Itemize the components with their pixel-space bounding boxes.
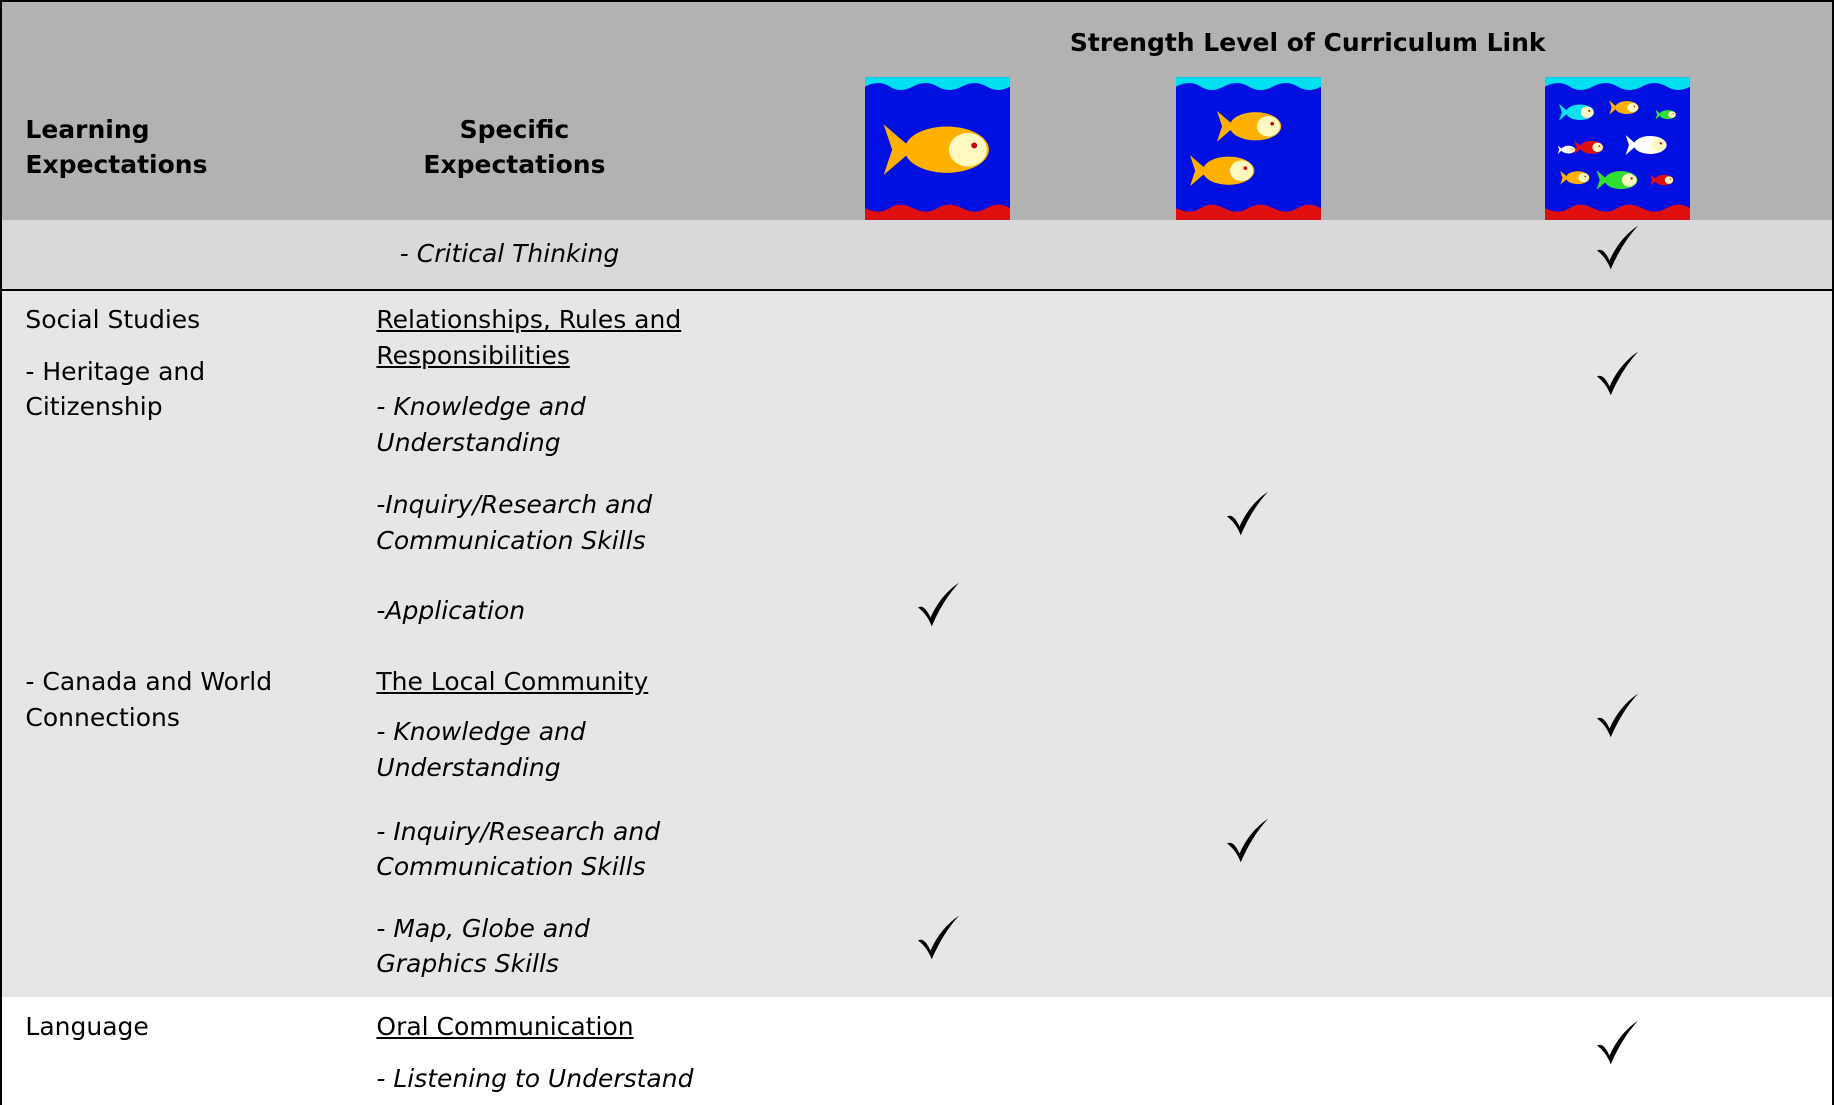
- check-mark: [1596, 225, 1638, 269]
- specific-expectation: - Knowledge and: [376, 717, 586, 747]
- learning-expectation: - Heritage and: [25, 356, 206, 386]
- strength-icon: [1545, 77, 1691, 220]
- check-mark: [1226, 818, 1269, 863]
- check-mark: [1226, 491, 1269, 536]
- column-header: Specific: [459, 114, 570, 144]
- specific-expectation: Graphics Skills: [376, 949, 559, 979]
- specific-expectation: - Knowledge and: [376, 392, 586, 422]
- specific-expectation: Understanding: [376, 427, 561, 457]
- strength-icon: [1175, 77, 1321, 220]
- learning-expectation: Citizenship: [25, 392, 163, 422]
- check-mark: [1596, 1020, 1638, 1065]
- specific-expectation: Oral Communication: [376, 1012, 634, 1042]
- column-header: Expectations: [423, 150, 606, 180]
- specific-expectation: Communication Skills: [376, 525, 646, 555]
- learning-expectation: Connections: [25, 702, 180, 732]
- specific-expectation: - Map, Globe and: [376, 913, 590, 943]
- column-header: Expectations: [25, 150, 208, 180]
- specific-expectation: - Inquiry/Research and: [376, 816, 661, 846]
- learning-expectation: - Canada and World: [25, 667, 273, 697]
- row-band: [2, 291, 1832, 997]
- row-band: [2, 997, 1832, 1105]
- check-mark: [1596, 693, 1638, 737]
- specific-expectation: Relationships, Rules and: [376, 305, 682, 335]
- learning-expectation: Language: [25, 1012, 149, 1042]
- check-mark: [1596, 351, 1638, 396]
- specific-expectation: Understanding: [376, 752, 561, 782]
- check-mark: [918, 582, 960, 626]
- strength-icon: [865, 77, 1011, 220]
- specific-expectation: - Listening to Understand: [376, 1063, 694, 1093]
- column-header: Learning: [25, 114, 150, 144]
- specific-expectation: - Critical Thinking: [399, 238, 620, 268]
- specific-expectation: The Local Community: [376, 667, 649, 697]
- specific-expectation: Communication Skills: [376, 852, 646, 882]
- check-mark: [918, 915, 960, 960]
- row-band: [2, 220, 1832, 291]
- learning-expectation: Social Studies: [25, 305, 201, 335]
- specific-expectation: Responsibilities: [376, 340, 570, 370]
- specific-expectation: -Inquiry/Research and: [376, 490, 653, 520]
- column-header: Strength Level of Curriculum Link: [1069, 28, 1546, 58]
- specific-expectation: -Application: [376, 595, 526, 625]
